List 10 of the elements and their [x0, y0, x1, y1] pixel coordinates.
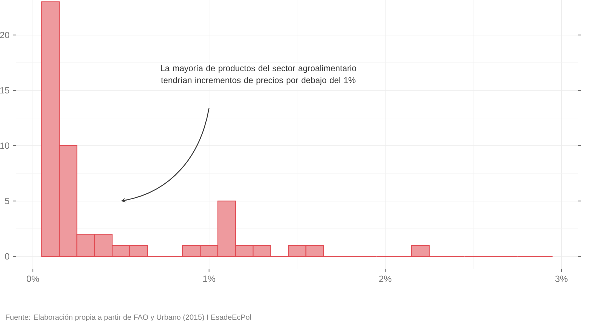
y-tick-label: 0 — [5, 253, 10, 260]
y-tick-label: 20 — [0, 32, 10, 38]
x-tick-label: 0% — [26, 276, 40, 282]
y-tick-label: 10 — [0, 142, 10, 150]
y-tick-label: 5 — [5, 198, 10, 204]
x-tick-label: 3% — [556, 276, 568, 282]
x-tick-label: 2% — [379, 276, 392, 282]
x-tick-label: 1% — [204, 276, 216, 282]
annotation: La mayoría de productos del sector agroalimentario tendrían incrementos de precios por debajo del 1% — [161, 65, 356, 86]
y-tick-label: 15 — [0, 87, 10, 94]
